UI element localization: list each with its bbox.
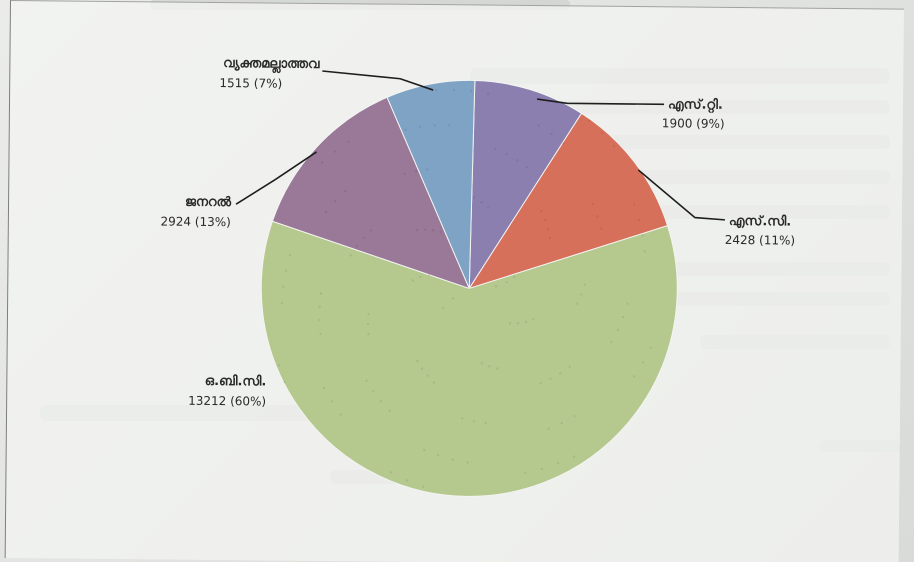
pie-slice <box>468 79 583 291</box>
slice-label: ജനറൽ <box>185 195 232 210</box>
slice-label: ഒ.ബി.സി. <box>205 373 267 390</box>
leader-line <box>637 169 725 221</box>
slice-value-label: 1900 (9%) <box>662 116 725 131</box>
slice-label: എസ്.സി. <box>729 213 791 230</box>
slice-value-label: 1515 (7%) <box>219 76 282 91</box>
pie-chart: എസ്.റ്റി. 1900 (9%) എസ്.സി. 2428 (11%) ഒ.ബി.… <box>160 56 796 497</box>
leader-line <box>536 98 665 106</box>
slice-value-label: 2428 (11%) <box>725 233 796 248</box>
leader-line <box>322 70 434 91</box>
chart-frame: എസ്.റ്റി. 1900 (9%) എസ്.സി. 2428 (11%) ഒ.ബി.… <box>4 0 904 562</box>
pie-slice <box>271 96 471 290</box>
pie-slice <box>468 112 669 290</box>
print-texture <box>277 88 652 488</box>
slice-label: വ്യക്തമല്ലാത്തവ <box>223 56 320 75</box>
slice-value-label: 2924 (13%) <box>160 214 231 229</box>
slice-value-label: 13212 (60%) <box>188 394 266 409</box>
slice-label: എസ്.റ്റി. <box>668 96 723 113</box>
leader-line <box>235 151 318 205</box>
pie-slice <box>386 79 476 289</box>
pie-slice <box>260 220 678 497</box>
